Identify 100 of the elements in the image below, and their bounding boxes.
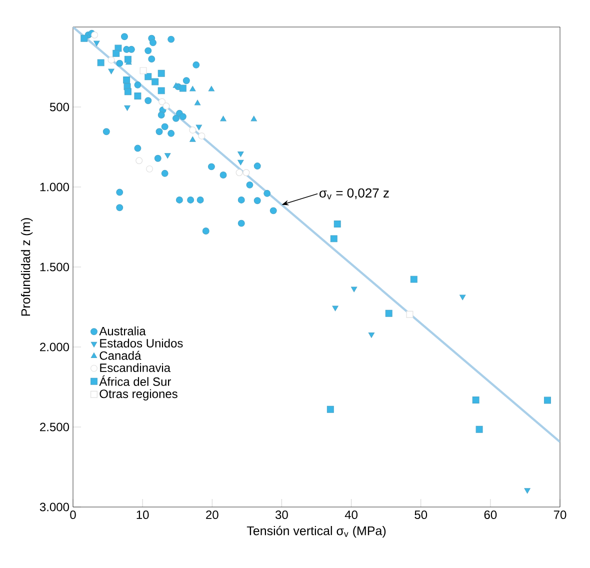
y-tick-label: 2.500: [40, 422, 70, 432]
point: [332, 306, 338, 312]
x-tick-label: 0: [70, 510, 76, 520]
point: [120, 33, 128, 40]
point: [128, 46, 135, 53]
point: [198, 132, 206, 140]
y-tick-label: 500: [50, 102, 70, 112]
point: [116, 188, 124, 196]
point: [182, 77, 190, 84]
point: [97, 59, 104, 66]
legend-label: Otras regiones: [100, 389, 178, 400]
point: [476, 426, 483, 433]
point: [544, 396, 551, 404]
x-tick-label: 60: [484, 510, 497, 520]
point: [190, 136, 196, 142]
legend-label: Estados Unidos: [100, 338, 183, 348]
x-tick-label: 50: [414, 510, 428, 520]
point: [161, 123, 168, 130]
point: [144, 47, 152, 54]
point: [148, 56, 156, 62]
point: [116, 204, 124, 212]
point: [168, 130, 175, 137]
point: [150, 39, 156, 46]
point: [172, 82, 180, 88]
point: [140, 67, 147, 74]
point: [112, 50, 120, 57]
x-tick-label: 40: [344, 510, 358, 520]
point: [108, 56, 115, 64]
annotation: σ$_{v}$ = 0,027 z: [320, 188, 389, 200]
point: [134, 92, 142, 100]
point: [176, 196, 183, 204]
point: [472, 396, 480, 404]
point: [326, 406, 334, 413]
x-tick-label: 70: [554, 510, 566, 520]
point: [158, 87, 165, 94]
point: [220, 116, 226, 122]
point: [134, 81, 142, 88]
y-axis-title: Profundidad z (m): [20, 218, 33, 316]
point: [208, 86, 215, 92]
point: [410, 276, 418, 283]
point: [524, 488, 530, 494]
point: [208, 163, 215, 170]
point: [108, 68, 114, 74]
point: [154, 154, 162, 162]
point: [156, 128, 163, 136]
y-tick-label: 1.500: [40, 262, 70, 272]
y-tick-label: 2.000: [40, 342, 70, 352]
point: [220, 172, 227, 178]
point: [164, 153, 171, 158]
point: [254, 197, 261, 204]
legend-label: Australia: [99, 326, 146, 336]
point: [254, 162, 261, 170]
point: [162, 102, 170, 110]
point: [238, 152, 244, 157]
point: [168, 36, 175, 43]
point: [190, 86, 196, 92]
point: [238, 160, 244, 166]
point: [385, 310, 392, 317]
point: [196, 196, 204, 204]
point: [202, 228, 210, 234]
point: [242, 169, 250, 176]
x-tick-label: 30: [275, 510, 288, 520]
point: [187, 196, 194, 204]
point: [158, 112, 165, 118]
point: [124, 88, 132, 96]
point: [116, 60, 124, 67]
point: [91, 32, 98, 38]
point: [194, 100, 201, 106]
point: [192, 61, 200, 68]
point: [102, 128, 110, 136]
point: [134, 144, 142, 152]
point: [406, 310, 414, 318]
point: [250, 116, 257, 122]
point: [351, 286, 358, 292]
y-tick-label: 1.000: [40, 182, 70, 192]
point: [124, 56, 132, 63]
point: [264, 190, 271, 197]
point: [80, 34, 88, 42]
point: [172, 114, 180, 122]
point: [124, 105, 130, 111]
point: [144, 97, 152, 104]
point: [460, 294, 466, 300]
legend-label: Escandinavia: [100, 363, 171, 372]
y-tick-label: 3.000: [40, 502, 70, 512]
point: [158, 70, 165, 77]
point: [238, 220, 245, 227]
point: [179, 84, 186, 92]
legend-label: Canadá: [100, 350, 142, 360]
point: [334, 220, 341, 228]
x-tick-label: 20: [206, 510, 218, 520]
point: [94, 40, 100, 46]
point: [246, 181, 254, 188]
x-tick-label: 10: [136, 510, 149, 520]
point: [270, 207, 277, 214]
point: [330, 235, 338, 242]
point: [179, 113, 186, 120]
point: [161, 170, 168, 177]
legend-label: África del Sur: [99, 375, 171, 386]
point: [158, 98, 166, 106]
point: [189, 126, 196, 134]
